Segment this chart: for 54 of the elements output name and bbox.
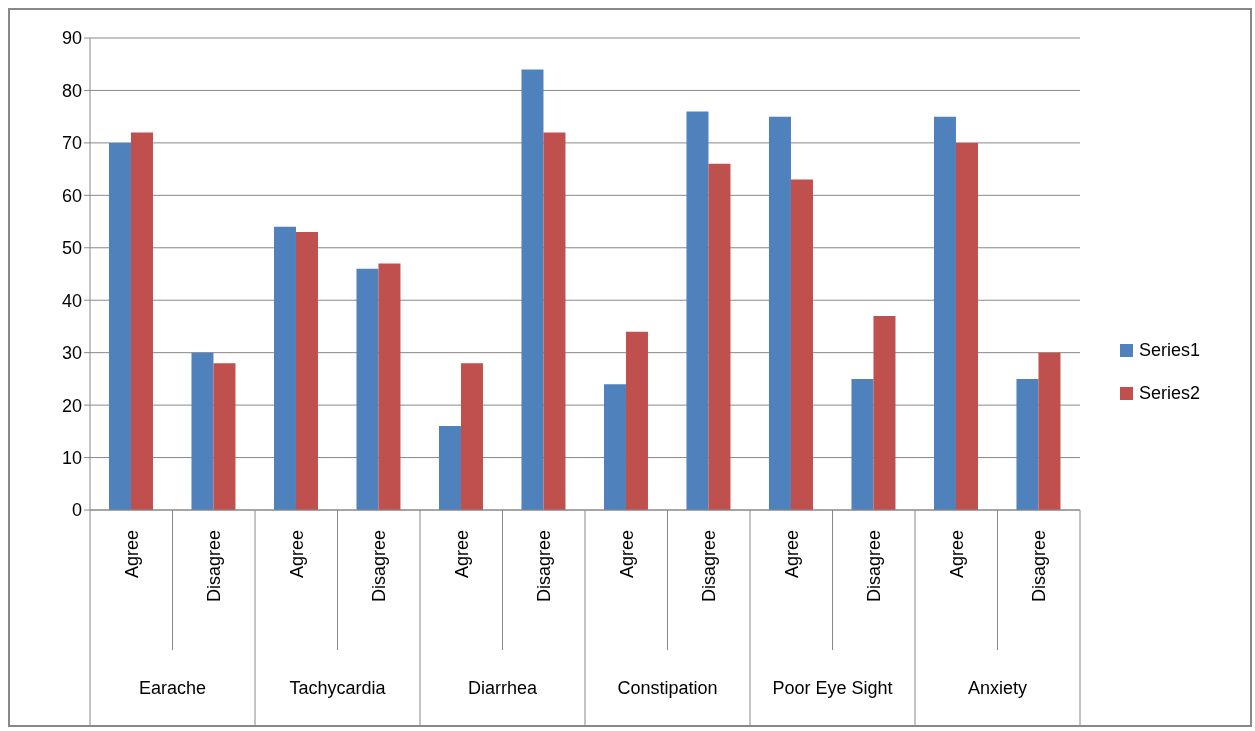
x-tick-label: Disagree — [534, 530, 555, 603]
bar — [686, 111, 709, 510]
bar — [130, 132, 153, 510]
bar — [356, 268, 379, 510]
bar — [933, 116, 956, 510]
x-tick-label: Disagree — [699, 530, 720, 603]
y-tick-label: 80 — [61, 80, 82, 101]
x-tick-label: Agree — [781, 530, 802, 579]
bar — [521, 69, 544, 510]
text: Tachycardia — [289, 678, 387, 699]
bar — [543, 132, 566, 510]
text: Constipation — [617, 678, 718, 699]
x-tick-label: Disagree — [369, 530, 390, 603]
bar — [625, 331, 648, 510]
x-tick-label: Disagree — [864, 530, 885, 603]
text: Diarrhea — [467, 678, 538, 699]
bar — [378, 263, 401, 510]
bar — [603, 384, 626, 510]
bar — [438, 426, 461, 510]
x-tick-label: Agree — [451, 530, 472, 579]
y-tick-label: 30 — [61, 343, 82, 364]
bar — [790, 179, 813, 510]
y-tick-label: 50 — [61, 238, 82, 259]
bar — [273, 226, 296, 510]
x-tick-label: Disagree — [1029, 530, 1050, 603]
bar — [1038, 352, 1061, 510]
text: Anxiety — [967, 678, 1028, 699]
x-tick-label: Agree — [616, 530, 637, 579]
y-tick-label: 10 — [61, 447, 82, 468]
bar — [768, 116, 791, 510]
x-tick-label: Agree — [121, 530, 142, 579]
bar — [851, 378, 874, 510]
y-tick-label: 0 — [71, 500, 82, 521]
x-tick-label: Disagree — [204, 530, 225, 603]
bar — [295, 232, 318, 510]
bar — [108, 142, 131, 510]
legend-label: Series2 — [1139, 383, 1201, 404]
x-tick-label: Agree — [286, 530, 307, 579]
bar — [460, 363, 483, 510]
bar — [708, 163, 731, 510]
bar — [1016, 378, 1039, 510]
y-tick-label: 40 — [61, 290, 82, 311]
text: Earache — [138, 678, 207, 699]
text: Poor Eye Sight — [772, 678, 893, 699]
bar — [873, 315, 896, 510]
bar — [191, 352, 214, 510]
y-tick-label: 60 — [61, 185, 82, 206]
bar — [955, 142, 978, 510]
legend-label: Series1 — [1139, 340, 1201, 361]
y-tick-label: 20 — [61, 395, 82, 416]
bar — [213, 363, 236, 510]
y-tick-label: 70 — [61, 133, 82, 154]
y-tick-label: 90 — [61, 28, 82, 49]
x-tick-label: Agree — [946, 530, 967, 579]
